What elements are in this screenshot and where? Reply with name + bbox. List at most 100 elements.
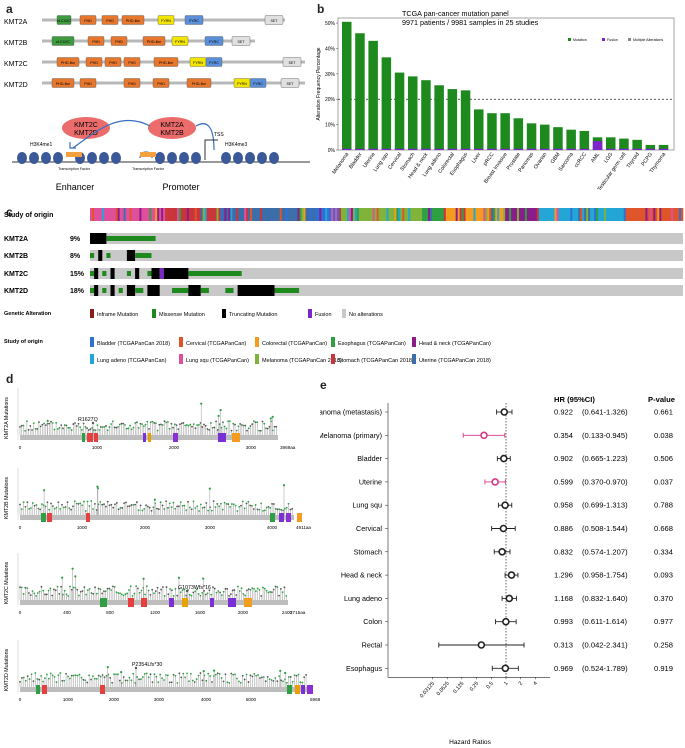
legend-label: Multiple Alterations [633, 38, 663, 42]
alteration-mark [102, 288, 107, 293]
lollipop-head [228, 681, 231, 684]
lollipop-head [234, 673, 236, 676]
origin-stripe [346, 208, 350, 221]
lollipop-head [271, 503, 273, 505]
alteration-mark [147, 271, 152, 276]
lollipop-head [240, 424, 243, 426]
panel-label-d: d [6, 372, 14, 386]
lollipop-head [67, 675, 69, 678]
row-label: Cervical [356, 524, 382, 533]
lollipop-head [263, 509, 266, 512]
lollipop-head [82, 422, 85, 425]
origin-stripe [344, 208, 348, 221]
alteration-legend-title: Genetic Alteration [4, 311, 52, 317]
study-legend-label: Head & neck (TCGAPanCan) [419, 341, 491, 347]
alteration-mark [237, 285, 275, 296]
domain-phd-like [51, 78, 75, 88]
lollipop-head [108, 587, 111, 590]
study-legend-label: Lung squ (TCGAPanCan) [186, 358, 249, 364]
lollipop-head [204, 593, 207, 596]
protein-domain [169, 598, 174, 607]
x-tick-label: 800 [106, 610, 114, 615]
origin-stripe [564, 208, 567, 221]
row-label: Bladder [357, 454, 382, 463]
lollipop-head [159, 673, 162, 676]
panel-a-figure: KMT2A zf-CXXC PHD PHD PHD-like FYRN FYRC SET KMT… [4, 15, 310, 192]
lollipop-head [203, 423, 205, 426]
lollipop-head [126, 505, 129, 508]
lollipop-head [198, 510, 200, 512]
origin-stripe [232, 208, 235, 221]
lollipop-head [66, 501, 69, 504]
domain-label: FYRC [209, 40, 219, 44]
domain-label: PHD-like [159, 61, 173, 65]
lollipop-head [240, 504, 242, 507]
origin-stripe [520, 208, 524, 221]
lollipop-head [156, 507, 158, 510]
legend-swatch [602, 38, 605, 41]
lollipop-head [112, 506, 115, 509]
lollipop-head [242, 424, 245, 427]
origin-stripe [511, 208, 514, 221]
lollipop-head [55, 421, 58, 424]
lollipop-head [93, 502, 96, 505]
origin-stripe [404, 208, 407, 221]
lollipop-head [120, 422, 123, 425]
nucleosome [99, 152, 109, 164]
lollipop-head [170, 422, 173, 425]
row-label: Lung adeno [344, 594, 382, 603]
lollipop-head [84, 679, 87, 682]
origin-stripe [663, 208, 666, 221]
domain-label: FYRC [253, 82, 263, 86]
lollipop-head [97, 674, 100, 677]
origin-stripe [439, 208, 443, 221]
bar-mutation-18 [579, 130, 590, 150]
lollipop-head [120, 593, 123, 596]
x-tick-label: 1600 [195, 610, 206, 615]
p-value: 0.258 [654, 641, 673, 650]
lollipop-head [93, 429, 95, 431]
origin-stripe [317, 208, 320, 221]
origin-stripe [107, 208, 111, 221]
origin-stripe [477, 208, 480, 221]
lollipop-head [256, 587, 259, 590]
lollipop-head [87, 429, 90, 431]
lollipop-head [59, 508, 62, 510]
domain-phd [79, 78, 97, 88]
lollipop-head [185, 424, 188, 426]
bar-fusion-19 [592, 141, 603, 150]
study-swatch [179, 354, 183, 364]
lollipop-head [114, 503, 116, 506]
lollipop-head [70, 429, 73, 431]
study-swatch [179, 337, 183, 347]
origin-stripe [532, 208, 536, 221]
lollipop-head [56, 428, 59, 430]
lollipop-head [138, 591, 141, 594]
bar-mutation-24 [658, 144, 669, 150]
origin-stripe [601, 208, 605, 221]
lollipop-head [83, 500, 85, 503]
origin-stripe [220, 208, 223, 221]
origin-stripe [99, 208, 103, 221]
hr-point [501, 501, 509, 509]
gene-pct: 8% [70, 253, 81, 260]
lollipop-head [133, 592, 136, 595]
lollipop-head [266, 427, 269, 430]
lollipop-head [48, 508, 51, 511]
x-tick-label: 3000 [205, 525, 216, 530]
alteration-mark [90, 233, 107, 244]
lollipop-head [47, 589, 50, 592]
lollipop-head [73, 500, 76, 503]
lollipop-head [137, 426, 140, 429]
lollipop-head [218, 505, 221, 508]
origin-stripe [568, 208, 571, 221]
nucleosome [155, 152, 165, 164]
lollipop-head [129, 424, 131, 427]
alteration-mark [147, 285, 160, 296]
lollipop-head [260, 594, 263, 597]
lollipop-head [241, 500, 244, 503]
x-tick-label: 0 [19, 610, 22, 615]
nucleosome [191, 152, 201, 164]
x-tick-label: 2000 [140, 525, 151, 530]
lollipop-head [19, 425, 21, 428]
